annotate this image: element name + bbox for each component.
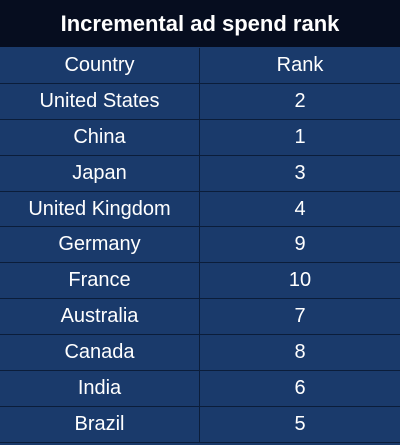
country-cell: Germany: [0, 227, 200, 264]
country-cell: France: [0, 263, 200, 300]
rank-cell: 7: [200, 299, 400, 336]
country-cell: United Kingdom: [0, 191, 200, 228]
rank-cell: 6: [200, 371, 400, 407]
rank-cell: 4: [200, 191, 400, 228]
column-header-country: Country: [0, 48, 200, 84]
rank-cell: 9: [200, 227, 400, 264]
column-header-rank: Rank: [200, 48, 400, 84]
country-cell: Australia: [0, 299, 200, 336]
country-cell: India: [0, 371, 200, 407]
country-cell: Canada: [0, 335, 200, 372]
table-grid: Country Rank United States 2 China 1 Jap…: [0, 48, 400, 445]
rank-cell: 10: [200, 263, 400, 300]
country-cell: Japan: [0, 155, 200, 192]
rank-cell: 8: [200, 335, 400, 372]
country-cell: China: [0, 119, 200, 156]
rank-cell: 5: [200, 406, 400, 443]
country-cell: Brazil: [0, 406, 200, 443]
rank-cell: 1: [200, 119, 400, 156]
country-cell: United States: [0, 83, 200, 120]
rank-cell: 2: [200, 83, 400, 120]
table-title: Incremental ad spend rank: [0, 0, 400, 47]
rank-cell: 3: [200, 155, 400, 192]
